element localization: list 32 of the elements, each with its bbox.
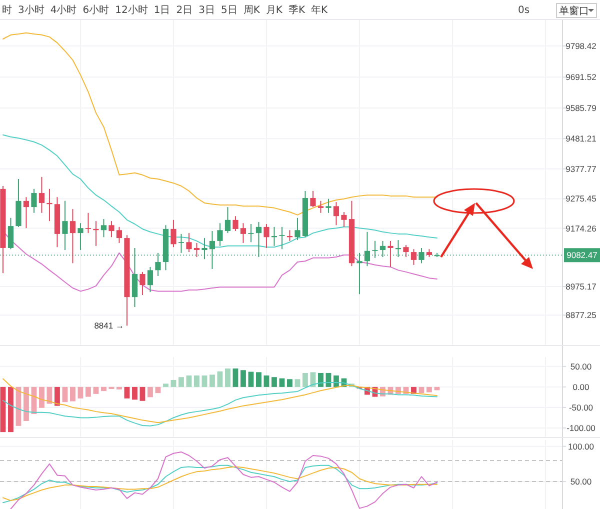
y-tick-label: 9691.52 bbox=[566, 72, 597, 82]
y-tick-label: 8877.25 bbox=[566, 310, 597, 320]
text: 时 bbox=[2, 4, 12, 16]
text: 年K bbox=[311, 4, 328, 16]
text: 3小时 bbox=[18, 4, 44, 16]
y-tick-label: 9174.26 bbox=[566, 223, 597, 234]
text: 4小时 bbox=[50, 4, 77, 16]
text: 1日 bbox=[154, 5, 170, 16]
text: 12小时 bbox=[115, 4, 148, 16]
y-tick-label: 9798.42 bbox=[566, 40, 597, 51]
y-tick-label: 9585.79 bbox=[566, 103, 597, 114]
text: 6小时 bbox=[82, 4, 110, 16]
text: 周K bbox=[243, 5, 260, 16]
y-tick-label: 9481.21 bbox=[566, 134, 597, 144]
y-tick-label: 0.00 bbox=[572, 382, 590, 392]
text: 季K bbox=[288, 4, 306, 16]
y-tick-label: -100.00 bbox=[566, 422, 596, 433]
text: 2日 bbox=[176, 5, 193, 16]
y-tick-label: 50.00 bbox=[570, 361, 592, 372]
y-tick-label: 8975.17 bbox=[566, 281, 597, 292]
ref-line-label: 9082.47 bbox=[566, 250, 598, 260]
text: 月K bbox=[266, 5, 283, 16]
text: 0s bbox=[518, 5, 530, 16]
y-tick-label: 9377.77 bbox=[566, 164, 597, 174]
y-tick-label: 50.00 bbox=[570, 476, 592, 487]
text: 3日 bbox=[198, 5, 215, 16]
text: 单窗口 bbox=[559, 5, 589, 17]
y-tick-label: 9275.45 bbox=[566, 194, 597, 204]
y-tick-label: 100.00 bbox=[568, 441, 594, 452]
text: 5日 bbox=[220, 5, 238, 16]
annotation: 8841 → bbox=[94, 320, 124, 331]
y-tick-label: -50.00 bbox=[568, 402, 594, 412]
